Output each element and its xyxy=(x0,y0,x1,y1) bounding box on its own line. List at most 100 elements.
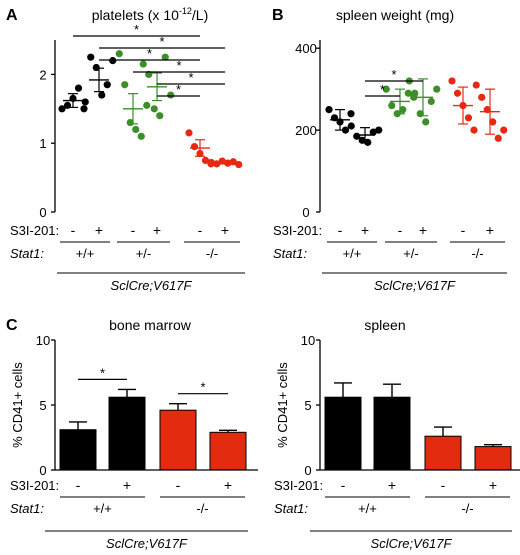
panel-4-s3i-value: + xyxy=(388,477,396,493)
panel-1-title-sup: -12 xyxy=(179,6,192,16)
panel-1-data-point xyxy=(132,125,140,134)
panel-3-title: bone marrow xyxy=(109,317,192,333)
panel-1-data-point xyxy=(98,91,106,99)
panel-3-bar xyxy=(59,429,97,471)
panel-1-data-point xyxy=(190,143,199,151)
panel-2-s3i-value: + xyxy=(486,222,494,238)
panel-4-bar xyxy=(324,396,362,471)
panel-3-s3i-value: - xyxy=(76,477,81,493)
panel-4-stat1-row-label: Stat1: xyxy=(274,501,308,516)
panel-2-data-point xyxy=(404,89,412,97)
panel-1-stat1-genotype: -/- xyxy=(206,246,218,261)
panel-3-s3i-value: + xyxy=(224,477,232,493)
panel-2-data-point xyxy=(341,126,350,134)
panel-3-bar xyxy=(209,431,247,471)
panel-3-significance-star: * xyxy=(100,365,105,380)
panel-2-stat1-genotype: +/- xyxy=(403,246,419,261)
panel-2-stat1-genotype: -/- xyxy=(471,246,483,261)
panel-2-data-point xyxy=(453,89,462,97)
panel-2-significance-star: * xyxy=(391,67,396,82)
panel-4-y-tick-label: 5 xyxy=(304,398,311,413)
panel-4-s3i-value: + xyxy=(489,477,497,493)
panel-2-title: spleen weight (mg) xyxy=(336,7,454,23)
panel-3-stat1-row-label: Stat1: xyxy=(10,501,44,516)
panel-2-data-point xyxy=(464,114,473,122)
panel-3-bar xyxy=(108,396,146,471)
panel-3-bar xyxy=(159,409,197,471)
panel-4-bar xyxy=(424,435,462,471)
panel-1-data-point xyxy=(103,81,111,89)
panel-4-s3i-value: - xyxy=(341,477,346,493)
panel-4-s3i-value: - xyxy=(441,477,446,493)
panel-1-data-point xyxy=(235,160,243,169)
panel-2-data-point xyxy=(325,106,333,114)
panel-2-data-point xyxy=(500,126,508,134)
panel-1-stat1-row-label: Stat1: xyxy=(10,246,44,261)
panel-3-y-tick-label: 10 xyxy=(36,333,50,348)
panel-1-s3i-value: - xyxy=(71,222,76,238)
panel-2-data-point xyxy=(448,77,456,85)
panel-1-letter: A xyxy=(6,7,18,24)
panel-4-stat1-genotype: +/+ xyxy=(358,501,377,516)
panel-1-data-point xyxy=(80,105,88,113)
panel-2-data-point xyxy=(411,89,419,97)
panel-1-s3i-value: + xyxy=(221,222,229,238)
panel-1-data-point xyxy=(92,63,100,72)
panel-1-s3i-value: - xyxy=(131,222,136,238)
panel-2-data-point xyxy=(470,126,478,134)
panel-1-footer-label: SclCre;V617F xyxy=(111,278,193,293)
panel-2-data-point xyxy=(422,118,430,126)
panel-4-footer-label: SclCre;V617F xyxy=(371,536,453,551)
panel-1-s3i-value: - xyxy=(198,222,203,238)
panel-2-y-tick-label: 200 xyxy=(295,123,317,138)
panel-4-y-tick-label: 10 xyxy=(301,333,315,348)
panel-1-data-point xyxy=(81,98,89,106)
panel-1-significance-star: * xyxy=(134,22,139,37)
panel-3-letter: C xyxy=(6,317,18,334)
panel-2-data-point xyxy=(369,128,377,136)
panel-3-stat1-genotype: +/+ xyxy=(93,501,112,516)
panel-3-y-tick-label: 5 xyxy=(39,398,46,413)
panel-1-significance-star: * xyxy=(159,34,164,49)
panel-2-s3i-row-label: S3I-201: xyxy=(273,223,322,238)
panel-1-data-point xyxy=(185,129,193,137)
panel-3-y-axis-label: % CD41+ cells xyxy=(10,362,25,448)
panel-1-data-point xyxy=(137,132,145,140)
panel-1-data-point xyxy=(143,101,151,109)
panel-1-s3i-value: + xyxy=(153,222,161,238)
panel-1-title-end: /L) xyxy=(192,7,208,23)
panel-4-y-axis-label: % CD41+ cells xyxy=(275,362,290,448)
panel-2-data-point xyxy=(347,110,355,118)
panel-2-s3i-value: + xyxy=(361,222,369,238)
panel-2-s3i-value: + xyxy=(419,222,427,238)
panel-1-data-point xyxy=(156,112,164,120)
panel-2-s3i-value: - xyxy=(461,222,466,238)
panel-1-y-tick-label: 2 xyxy=(39,67,46,82)
panel-2-y-tick-label: 0 xyxy=(302,205,309,220)
panel-1-y-tick-label: 1 xyxy=(39,136,46,151)
panel-1-data-point xyxy=(74,84,83,92)
panel-4-title: spleen xyxy=(364,317,405,333)
panel-1-data-point xyxy=(201,156,210,164)
panel-2-data-point xyxy=(427,97,435,106)
panel-2-s3i-value: - xyxy=(338,222,343,238)
panel-2-data-point xyxy=(382,85,390,93)
panel-4-y-tick-label: 0 xyxy=(304,463,311,478)
panel-1-data-point xyxy=(145,70,153,78)
panel-1-significance-star: * xyxy=(147,46,152,61)
panel-2-data-point xyxy=(347,122,355,130)
panel-2-data-point xyxy=(388,101,396,110)
panel-3-y-tick-label: 0 xyxy=(39,463,46,478)
panel-1-data-point xyxy=(121,81,129,89)
panel-2-stat1-row-label: Stat1: xyxy=(273,246,307,261)
panel-1-stat1-genotype: +/- xyxy=(136,246,152,261)
panel-2-y-tick-label: 400 xyxy=(295,41,317,56)
panel-4-bar xyxy=(474,446,512,471)
panel-4-stat1-genotype: -/- xyxy=(461,501,473,516)
panel-2-data-point xyxy=(478,93,486,101)
panel-2-stat1-genotype: +/+ xyxy=(343,246,362,261)
panel-2-data-point xyxy=(494,134,502,142)
panel-1-stat1-genotype: +/+ xyxy=(76,246,95,261)
panel-2-significance-star: * xyxy=(380,82,385,97)
